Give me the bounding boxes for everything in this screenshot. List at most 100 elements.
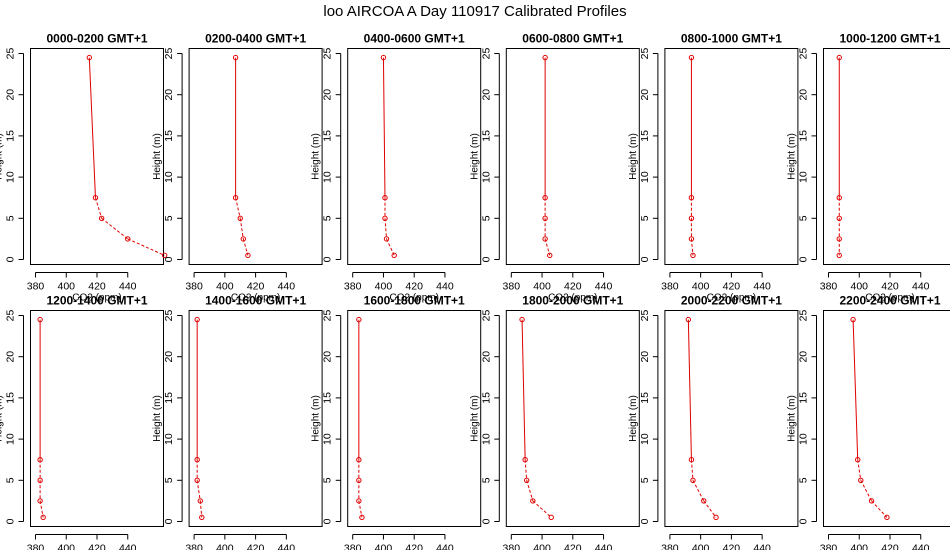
y-tick-label: 25 [639,48,651,60]
profile-segment [860,480,872,502]
data-point [519,316,525,323]
data-point [548,514,554,521]
data-point [701,498,707,504]
y-tick-label: 20 [322,351,334,363]
y-axis-label: Height (m) [0,133,5,180]
y-tick-label: 5 [163,215,175,221]
panel-title: 2200-2400 GMT+1 [839,294,940,308]
x-tick-label: 400 [216,543,234,550]
y-tick-label: 5 [480,477,492,483]
x-tick-label: 380 [661,543,679,550]
x-tick-label: 400 [216,281,234,293]
x-tick-label: 420 [881,281,899,293]
y-tick-label: 20 [5,89,17,101]
y-tick-label: 25 [322,310,334,322]
x-tick-label: 380 [503,281,521,293]
profile-segment [532,500,552,518]
x-tick-label: 380 [820,543,838,550]
profile-segment [521,319,526,460]
profile-panel: 2000-2200 GMT+1 380 400 420 440 CO2 (ppm) 0 5 10… [628,294,799,550]
profile-segment [196,480,201,501]
x-tick-label: 400 [57,281,75,293]
profile-segment [101,217,129,240]
data-point [240,236,247,242]
panel-title: 0800-1000 GMT+1 [681,32,782,46]
y-tick-label: 10 [798,171,810,183]
x-tick-label: 380 [27,281,45,293]
y-tick-label: 15 [163,130,175,142]
y-tick-label: 20 [480,351,492,363]
x-tick-label: 400 [57,543,75,550]
data-point [356,477,362,483]
profile-segment [235,197,241,219]
data-point [688,195,695,201]
data-point [688,215,695,222]
y-tick-label: 5 [5,215,17,221]
profile-segment [94,197,103,219]
data-point [37,457,43,463]
data-point [858,477,864,483]
profile-segment [386,238,395,256]
profile-panel: 1200-1400 GMT+1 380 400 420 440 CO2 (ppm) 0 5 10… [0,294,164,550]
y-tick-label: 20 [322,89,334,101]
panel-title: 1200-1400 GMT+1 [46,294,147,308]
profile-segment [692,480,705,502]
y-tick-label: 15 [322,130,334,142]
x-axis-label: CO2 (ppm) [865,293,914,304]
data-point [194,477,200,483]
y-tick-label: 15 [5,130,17,142]
y-tick-label: 20 [163,89,175,101]
y-tick-label: 0 [322,256,334,262]
x-tick-label: 400 [850,543,868,550]
plot-frame [823,48,950,265]
x-tick-label: 400 [375,281,393,293]
data-point [382,195,388,201]
panel-title: 0600-0800 GMT+1 [522,32,623,46]
y-axis-label: Height (m) [311,133,322,180]
x-tick-label: 440 [912,281,930,293]
y-tick-label: 20 [798,351,810,363]
x-tick-label: 400 [533,543,551,550]
y-tick-label: 20 [480,89,492,101]
profile-panel: 1800-2000 GMT+1 380 400 420 440 CO2 (ppm) 0 5 10… [469,294,640,550]
x-tick-label: 440 [436,543,454,550]
data-point [542,54,548,61]
plot-frame [30,310,164,527]
profile-panel: 1600-1800 GMT+1 380 400 420 440 CO2 (ppm) 0 5 10… [311,294,482,550]
profile-segment [857,459,862,481]
y-tick-label: 25 [163,48,175,60]
y-tick-label: 15 [639,392,651,404]
profile-segment [871,500,888,518]
x-tick-label: 380 [820,281,838,293]
data-point [37,316,43,323]
profile-segment [39,500,44,518]
y-tick-label: 25 [322,48,334,60]
profile-segment [526,480,534,502]
y-axis-label: Height (m) [628,133,639,180]
data-point [380,54,387,61]
data-point [194,457,200,463]
y-tick-label: 15 [5,392,17,404]
y-tick-label: 0 [163,256,175,262]
y-tick-label: 0 [5,256,17,262]
panel-title: 2000-2200 GMT+1 [681,294,782,308]
x-tick-label: 440 [753,543,771,550]
y-tick-label: 5 [163,477,175,483]
panel-title: 0200-0400 GMT+1 [205,32,306,46]
data-point [868,498,875,504]
y-tick-label: 10 [798,433,810,445]
y-tick-label: 25 [639,310,651,322]
y-tick-label: 10 [480,433,492,445]
x-tick-label: 400 [692,281,710,293]
x-tick-label: 440 [436,281,454,293]
data-point [884,514,890,521]
x-tick-label: 440 [278,543,296,550]
data-point [530,498,536,504]
panel-title: 0000-0200 GMT+1 [46,32,147,46]
plot-frame [505,310,640,527]
x-tick-label: 380 [503,543,521,550]
y-tick-label: 0 [5,518,17,524]
x-tick-label: 420 [88,281,106,293]
data-point [382,215,388,222]
y-tick-label: 15 [798,392,810,404]
